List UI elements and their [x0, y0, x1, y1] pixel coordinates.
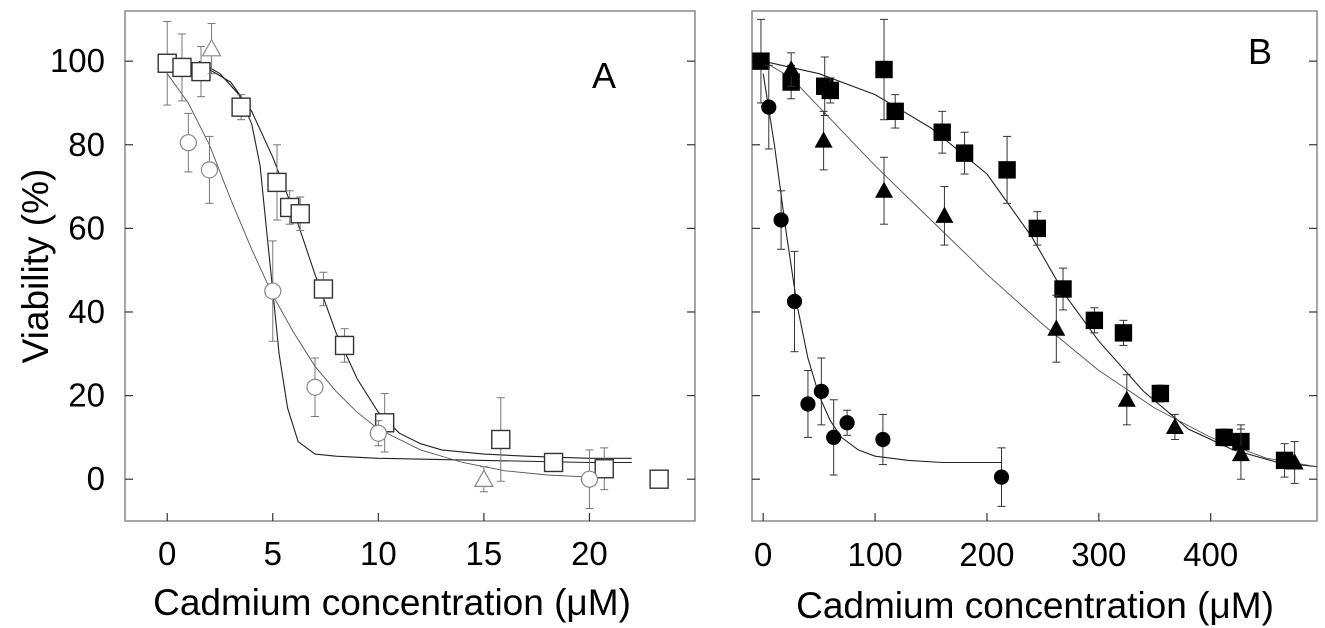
fit-curve: [199, 61, 632, 462]
x-tick-label: 300: [1071, 536, 1126, 573]
data-point-circle: [370, 425, 386, 441]
data-point-square: [314, 280, 332, 298]
panel-b: 0 100 200 300 400 B Cadmium concentration (μ…: [752, 11, 1325, 626]
panel-b-x-axis-title: Cadmium concentration (μM): [796, 585, 1274, 626]
x-tick-label: 0: [158, 535, 176, 572]
data-point-square: [822, 82, 838, 98]
y-tick-label: 0: [87, 460, 105, 497]
x-tick-label: 0: [754, 536, 772, 573]
panel-a-letter: A: [592, 55, 616, 96]
data-point-square: [999, 162, 1015, 178]
panel-b-letter: B: [1248, 31, 1272, 72]
y-tick-label: 60: [68, 209, 105, 246]
x-tick-label: 200: [959, 536, 1014, 573]
data-point-triangle: [1048, 321, 1064, 335]
data-point-triangle: [936, 208, 952, 222]
data-point-square: [192, 63, 210, 81]
x-tick-label: 10: [360, 535, 397, 572]
data-point-circle: [265, 283, 281, 299]
data-point-circle: [801, 397, 815, 411]
data-point-square: [1055, 281, 1071, 297]
data-point-circle: [994, 470, 1008, 484]
panel-a-x-axis-title: Cadmium concentration (μM): [153, 582, 631, 623]
data-point-circle: [876, 432, 890, 446]
data-point-triangle: [1119, 392, 1135, 406]
data-point-circle: [840, 416, 854, 430]
data-point-square: [1216, 429, 1232, 445]
data-point-circle: [180, 135, 196, 151]
data-point-circle: [827, 430, 841, 444]
data-point-square: [545, 453, 563, 471]
fit-curve: [167, 61, 632, 458]
data-point-square: [492, 430, 510, 448]
y-tick-label: 20: [68, 377, 105, 414]
data-point-square: [173, 58, 191, 76]
data-point-square: [595, 460, 613, 478]
data-point-triangle: [816, 133, 832, 147]
data-point-square: [1029, 220, 1045, 236]
data-point-square: [934, 124, 950, 140]
panel-a: 0 5 10 15 20 0 20 40 60 80 100 A Cadmium concentra…: [15, 11, 695, 623]
panel-a-y-axis-title: Viability (%): [15, 169, 56, 364]
data-point-square: [753, 53, 769, 69]
data-point-square: [336, 336, 354, 354]
y-tick-label: 100: [50, 42, 105, 79]
data-point-square: [268, 173, 286, 191]
y-tick-label: 80: [68, 126, 105, 163]
data-point-circle: [774, 213, 788, 227]
x-tick-label: 20: [571, 535, 608, 572]
data-point-circle: [581, 471, 597, 487]
fit-curve: [763, 61, 1317, 467]
data-point-square: [1152, 386, 1168, 402]
data-point-circle: [762, 100, 776, 114]
data-point-square: [887, 103, 903, 119]
x-tick-label: 15: [466, 535, 503, 572]
data-point-triangle: [475, 470, 493, 486]
data-point-circle: [788, 295, 802, 309]
x-tick-label: 400: [1183, 536, 1238, 573]
fit-curve: [763, 61, 1317, 467]
data-point-square: [232, 98, 250, 116]
data-point-triangle: [203, 40, 221, 56]
data-point-square: [957, 145, 973, 161]
data-point-triangle: [876, 183, 892, 197]
data-point-square: [650, 470, 668, 488]
y-tick-label: 40: [68, 293, 105, 330]
x-tick-label: 100: [848, 536, 903, 573]
data-point-circle: [201, 162, 217, 178]
data-point-circle: [814, 384, 828, 398]
data-point-circle: [307, 379, 323, 395]
x-tick-label: 5: [264, 535, 282, 572]
data-point-square: [876, 62, 892, 78]
data-point-square: [1115, 325, 1131, 341]
data-point-square: [1086, 312, 1102, 328]
data-point-square: [291, 205, 309, 223]
